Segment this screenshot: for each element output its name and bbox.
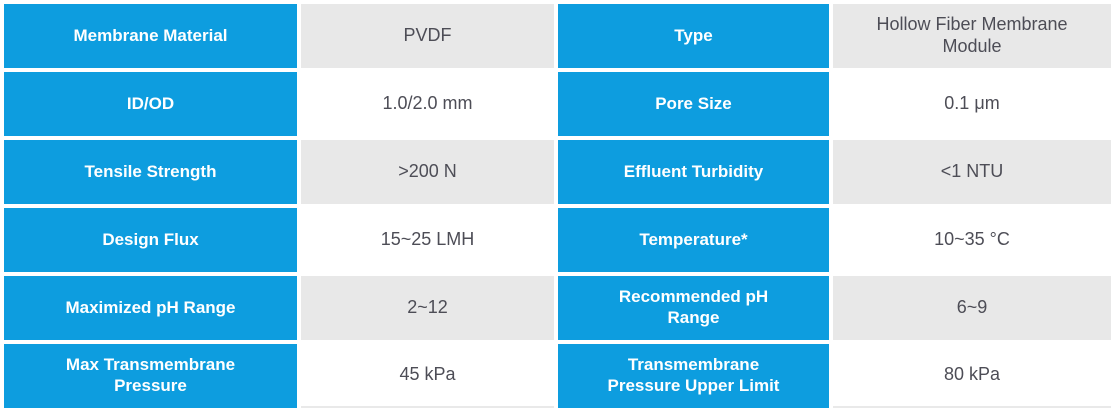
spec-label-temperature: Temperature* [558,208,829,272]
spec-value-design-flux: 15~25 LMH [301,208,554,272]
spec-label-design-flux: Design Flux [4,208,297,272]
spec-label-maximized-ph-range: Maximized pH Range [4,276,297,340]
spec-value-pore-size: 0.1 μm [833,72,1111,136]
spec-value-recommended-ph-range: 6~9 [833,276,1111,340]
table-row-max-transmembrane-pressure: Max Transmembrane Pressure 45 kPa Transm… [4,344,1111,408]
spec-label-max-transmembrane-pressure: Max Transmembrane Pressure [4,344,297,408]
spec-label-effluent-turbidity: Effluent Turbidity [558,140,829,204]
table-row-id-od: ID/OD 1.0/2.0 mm Pore Size 0.1 μm [4,72,1111,136]
spec-value-temperature: 10~35 °C [833,208,1111,272]
table-row-membrane-material: Membrane Material PVDF Type Hollow Fiber… [4,4,1111,68]
spec-value-id-od: 1.0/2.0 mm [301,72,554,136]
spec-value-maximized-ph-range: 2~12 [301,276,554,340]
spec-label-membrane-material: Membrane Material [4,4,297,68]
spec-label-pore-size: Pore Size [558,72,829,136]
spec-value-transmembrane-pressure-upper-limit: 80 kPa [833,344,1111,408]
spec-value-max-transmembrane-pressure: 45 kPa [301,344,554,408]
table-row-design-flux: Design Flux 15~25 LMH Temperature* 10~35… [4,208,1111,272]
table-row-tensile-strength: Tensile Strength >200 N Effluent Turbidi… [4,140,1111,204]
spec-label-tensile-strength: Tensile Strength [4,140,297,204]
spec-label-id-od: ID/OD [4,72,297,136]
table-row-maximized-ph-range: Maximized pH Range 2~12 Recommended pH R… [4,276,1111,340]
spec-label-type: Type [558,4,829,68]
spec-label-transmembrane-pressure-upper-limit: Transmembrane Pressure Upper Limit [558,344,829,408]
spec-value-membrane-material: PVDF [301,4,554,68]
spec-value-effluent-turbidity: <1 NTU [833,140,1111,204]
spec-value-type: Hollow Fiber Membrane Module [833,4,1111,68]
spec-value-tensile-strength: >200 N [301,140,554,204]
spec-label-recommended-ph-range: Recommended pH Range [558,276,829,340]
